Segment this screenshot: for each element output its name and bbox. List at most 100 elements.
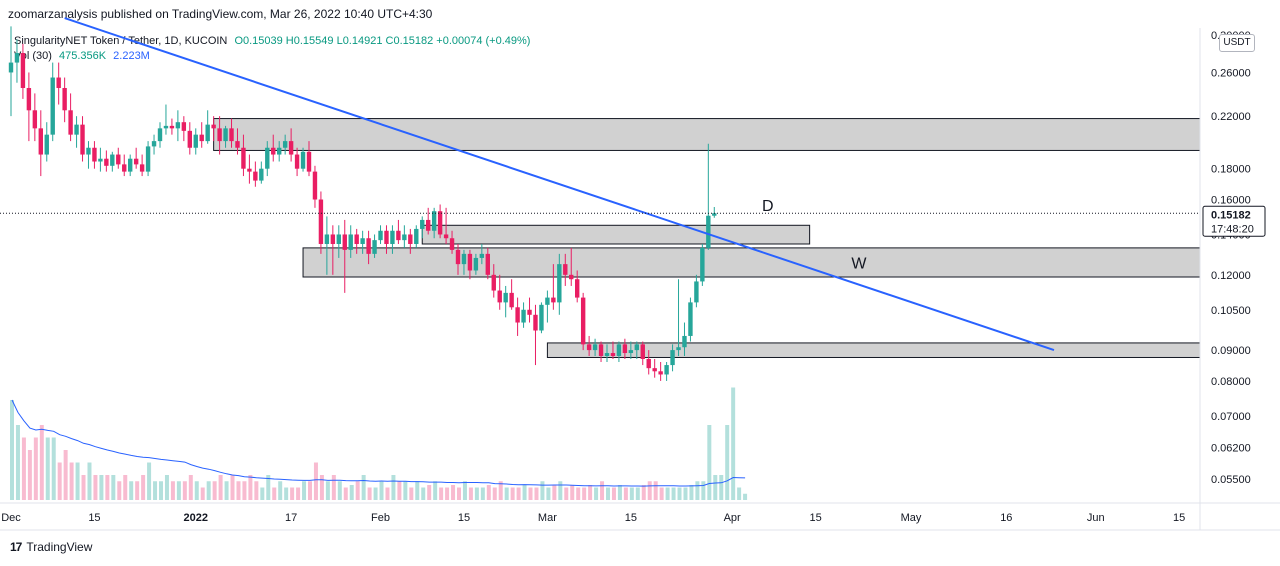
candle-body [288,141,294,155]
candle-body [145,146,151,172]
candle [402,225,407,248]
volume-bar [337,481,342,500]
volume-bar [462,481,467,500]
y-tick-label: 0.16000 [1211,195,1251,207]
zone-3 [546,342,1201,358]
volume-bar [87,462,92,500]
y-tick-label: 0.06200 [1211,443,1251,455]
candle-body [539,304,544,331]
candle [44,122,49,162]
candle-body [312,171,318,200]
candle-body [384,230,389,244]
candle-body [116,154,121,165]
candle [610,341,616,359]
candle-body [38,128,43,155]
volume-bar [498,481,503,500]
candle [390,225,395,254]
candle [169,118,175,135]
candle-body [694,281,699,303]
volume-bar [21,437,26,500]
volume-bar [576,487,581,500]
candle-body [50,77,55,135]
candle-body [282,141,288,148]
candle-body [62,88,67,111]
candle [515,297,520,336]
volume-bar [611,487,616,500]
candle-body [56,77,61,89]
x-tick-label: 16 [1000,512,1012,524]
candle-body [414,228,419,244]
candle-body [92,147,97,162]
candle-body [479,253,485,258]
candle-body [455,249,461,265]
volume-bar [218,475,223,500]
candle-body [586,344,592,351]
axes-layer: 0.05500 0.06200 0.07000 0.08000 0.09000 0.105… [0,28,1280,531]
candle-body [557,264,562,303]
volume-bar [10,400,14,500]
candle-body [461,253,467,265]
volume-bar [701,481,706,500]
candle [592,338,598,356]
candle-body [122,164,127,172]
volume-bar [212,481,217,500]
volume-bar [719,475,724,500]
volume-bar [188,475,193,500]
y-tick-label: 0.07000 [1211,411,1251,423]
candle [205,110,210,144]
volume-bar [397,481,402,500]
x-tick-label: 15 [809,512,821,524]
candle-body [32,110,38,129]
volume-bar [236,481,241,500]
x-tick-label: May [901,512,922,524]
candle-body [628,350,634,354]
candle [98,147,103,172]
candle-body [98,158,103,162]
volume-bar [659,487,664,500]
candle [354,228,359,254]
volume-bar [415,481,420,500]
volume-bar [683,487,688,500]
x-tick-label: 2022 [184,512,208,524]
candle [14,39,20,83]
candle [449,230,455,254]
candle-body [569,274,574,280]
candle-body [700,247,705,282]
volume-bar [284,487,289,500]
candle [104,150,109,172]
volume-bar [373,487,378,500]
candle [670,344,675,372]
volume-bar [731,387,736,500]
volume-bar [200,487,205,500]
currency-selector[interactable]: USDT [1219,34,1255,52]
volume-bar [141,475,146,500]
candle-body [396,230,401,241]
volume-bar [480,487,485,500]
volume-bar [540,481,545,500]
volume-bar [278,481,283,500]
candle [658,362,663,381]
candle-body [366,238,371,254]
candle [92,141,97,169]
candle-body [277,147,282,155]
candle [330,225,336,275]
volume-bar [27,450,32,500]
x-tick-label: 15 [88,512,100,524]
symbol-title[interactable]: SingularityNET Token / Tether, 1D, KUCOI… [14,35,228,47]
candle [241,134,246,177]
volume-bar [15,425,20,500]
candle-body [521,309,526,323]
candle [539,302,544,334]
candle-body [318,199,324,244]
candle-body [408,234,413,244]
candle-body [616,344,622,356]
volume-bar [653,481,658,500]
candle-body [491,274,496,291]
candle [408,228,413,254]
volume-bar [623,487,628,500]
last-price-label: 0.15182 17:48:20 [1202,205,1266,237]
tradingview-logo-icon: 17 [10,540,22,554]
volume-bar [266,475,271,500]
volume-layer [10,387,748,500]
